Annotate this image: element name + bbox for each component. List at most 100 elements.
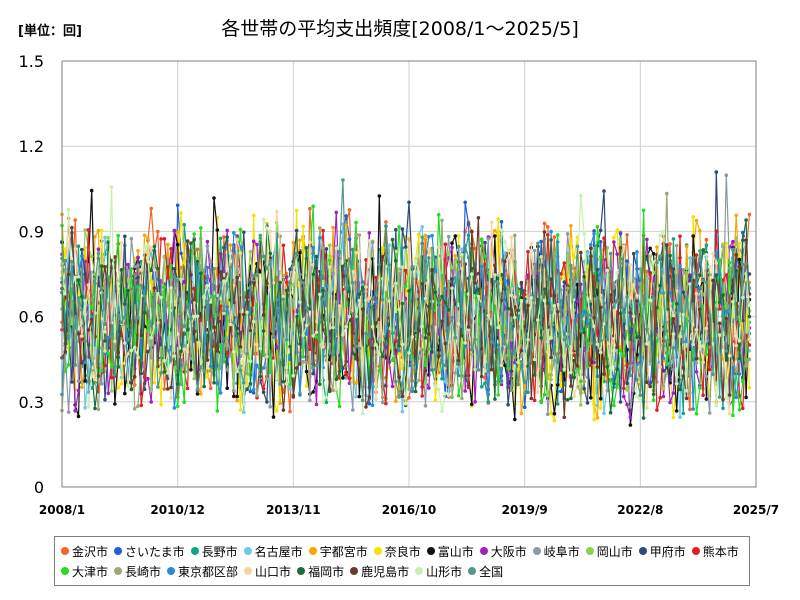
- data-point: [357, 394, 362, 399]
- data-point: [674, 409, 679, 413]
- data-point: [436, 301, 441, 305]
- data-point: [73, 363, 77, 367]
- data-point: [555, 402, 560, 406]
- data-point: [598, 255, 603, 259]
- data-point: [489, 340, 494, 344]
- data-point: [182, 347, 187, 352]
- data-point: [321, 400, 325, 404]
- data-point: [73, 409, 77, 413]
- legend-marker: [468, 567, 477, 575]
- data-point: [374, 275, 378, 280]
- data-point: [311, 272, 316, 277]
- data-point: [235, 237, 239, 242]
- data-point: [542, 230, 547, 234]
- data-point: [684, 266, 689, 271]
- data-point: [225, 284, 229, 289]
- data-point: [83, 406, 87, 410]
- data-point: [731, 362, 735, 366]
- data-point: [63, 258, 68, 263]
- data-point: [645, 380, 649, 385]
- data-point: [294, 208, 299, 213]
- data-point: [506, 345, 510, 350]
- data-point: [195, 314, 200, 319]
- data-point: [215, 228, 220, 232]
- data-point: [486, 313, 491, 318]
- data-point: [678, 263, 682, 268]
- data-point: [704, 252, 709, 257]
- data-point: [714, 307, 719, 312]
- data-point: [423, 363, 428, 368]
- data-point: [351, 408, 355, 412]
- data-point: [271, 415, 276, 419]
- data-point: [585, 251, 590, 255]
- data-point: [268, 256, 273, 260]
- legend-marker: [61, 547, 69, 555]
- data-point: [394, 348, 398, 353]
- data-point: [129, 267, 134, 271]
- data-point: [271, 356, 276, 360]
- data-point: [106, 335, 111, 340]
- data-point: [354, 381, 358, 385]
- data-point: [456, 244, 461, 249]
- data-point: [271, 281, 276, 285]
- data-point: [298, 250, 302, 255]
- data-point: [691, 234, 695, 238]
- data-point: [473, 246, 477, 251]
- data-point: [453, 260, 458, 264]
- data-point: [493, 234, 497, 238]
- data-point: [436, 212, 441, 217]
- data-point: [688, 319, 692, 323]
- data-point: [691, 256, 695, 260]
- data-point: [222, 235, 226, 239]
- data-point: [400, 227, 405, 231]
- data-point: [126, 288, 130, 293]
- data-point: [516, 360, 520, 365]
- data-point: [192, 232, 196, 236]
- data-point: [585, 401, 590, 405]
- data-point: [119, 320, 124, 325]
- data-point: [149, 280, 153, 285]
- data-point: [202, 369, 206, 373]
- legend-label: 甲府市: [649, 544, 686, 559]
- data-point: [645, 406, 649, 410]
- data-point: [648, 359, 652, 363]
- data-point: [261, 366, 266, 370]
- data-point: [503, 287, 507, 291]
- data-point: [724, 301, 729, 306]
- data-point: [423, 233, 428, 238]
- data-point: [413, 354, 418, 358]
- data-point: [575, 244, 580, 249]
- data-point: [212, 380, 216, 385]
- data-point: [106, 275, 111, 279]
- data-point: [569, 370, 573, 375]
- data-point: [152, 381, 157, 385]
- data-point: [222, 325, 226, 330]
- legend-marker: [308, 547, 317, 555]
- data-point: [195, 259, 200, 264]
- data-point: [152, 292, 157, 296]
- data-point: [635, 250, 639, 254]
- legend-label: 名古屋市: [254, 544, 303, 559]
- data-point: [549, 229, 553, 234]
- data-point: [400, 265, 405, 270]
- data-point: [298, 393, 302, 397]
- data-point: [169, 263, 173, 268]
- data-point: [175, 203, 180, 208]
- data-point: [608, 410, 613, 415]
- data-point: [169, 385, 173, 390]
- unit-label: [単位：回]: [18, 24, 82, 39]
- data-point: [694, 282, 699, 287]
- data-point: [205, 358, 210, 362]
- data-point: [598, 396, 603, 401]
- data-point: [631, 251, 636, 256]
- data-point: [291, 395, 296, 399]
- data-point: [126, 340, 130, 345]
- data-point: [331, 225, 335, 230]
- data-point: [552, 294, 557, 298]
- data-point: [294, 228, 299, 233]
- data-point: [506, 306, 510, 311]
- data-point: [407, 237, 411, 241]
- data-point: [119, 268, 124, 272]
- data-point: [123, 315, 127, 320]
- data-point: [308, 206, 312, 211]
